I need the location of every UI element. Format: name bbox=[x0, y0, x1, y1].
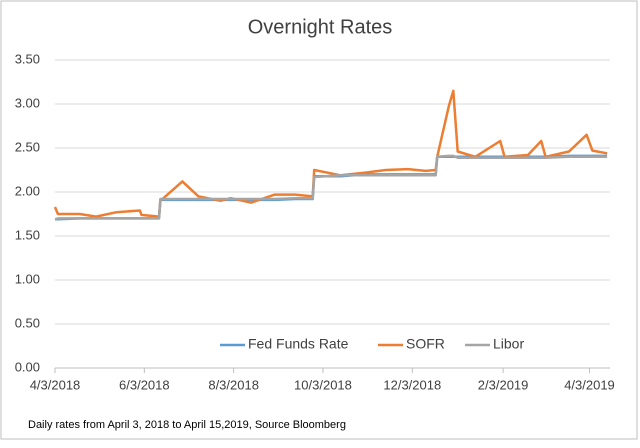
series-line bbox=[54, 154, 608, 221]
source-note: Daily rates from April 3, 2018 to April … bbox=[28, 419, 346, 431]
legend-label: SOFR bbox=[406, 336, 445, 352]
x-tick-label: 4/3/2018 bbox=[30, 377, 81, 392]
y-tick-label: 0.50 bbox=[15, 315, 40, 330]
chart-title: Overnight Rates bbox=[248, 16, 393, 38]
series-line bbox=[53, 89, 608, 218]
y-tick-label: 1.50 bbox=[15, 227, 40, 242]
y-tick-label: 3.00 bbox=[15, 95, 40, 110]
y-tick-label: 1.00 bbox=[15, 271, 40, 286]
chart-frame bbox=[0, 0, 638, 440]
y-tick-label: 2.00 bbox=[15, 183, 40, 198]
y-tick-label: 3.50 bbox=[15, 51, 40, 66]
x-tick-label: 8/3/2018 bbox=[208, 377, 259, 392]
x-tick-label: 10/3/2018 bbox=[294, 377, 352, 392]
x-tick-label: 2/3/2019 bbox=[478, 377, 529, 392]
legend-label: Fed Funds Rate bbox=[248, 336, 349, 352]
x-tick-label: 12/3/2018 bbox=[383, 377, 441, 392]
y-tick-label: 0.00 bbox=[15, 359, 40, 374]
x-tick-label: 6/3/2018 bbox=[119, 377, 170, 392]
x-tick-label: 4/3/2019 bbox=[564, 377, 615, 392]
y-tick-label: 2.50 bbox=[15, 139, 40, 154]
legend-label: Libor bbox=[493, 336, 524, 352]
